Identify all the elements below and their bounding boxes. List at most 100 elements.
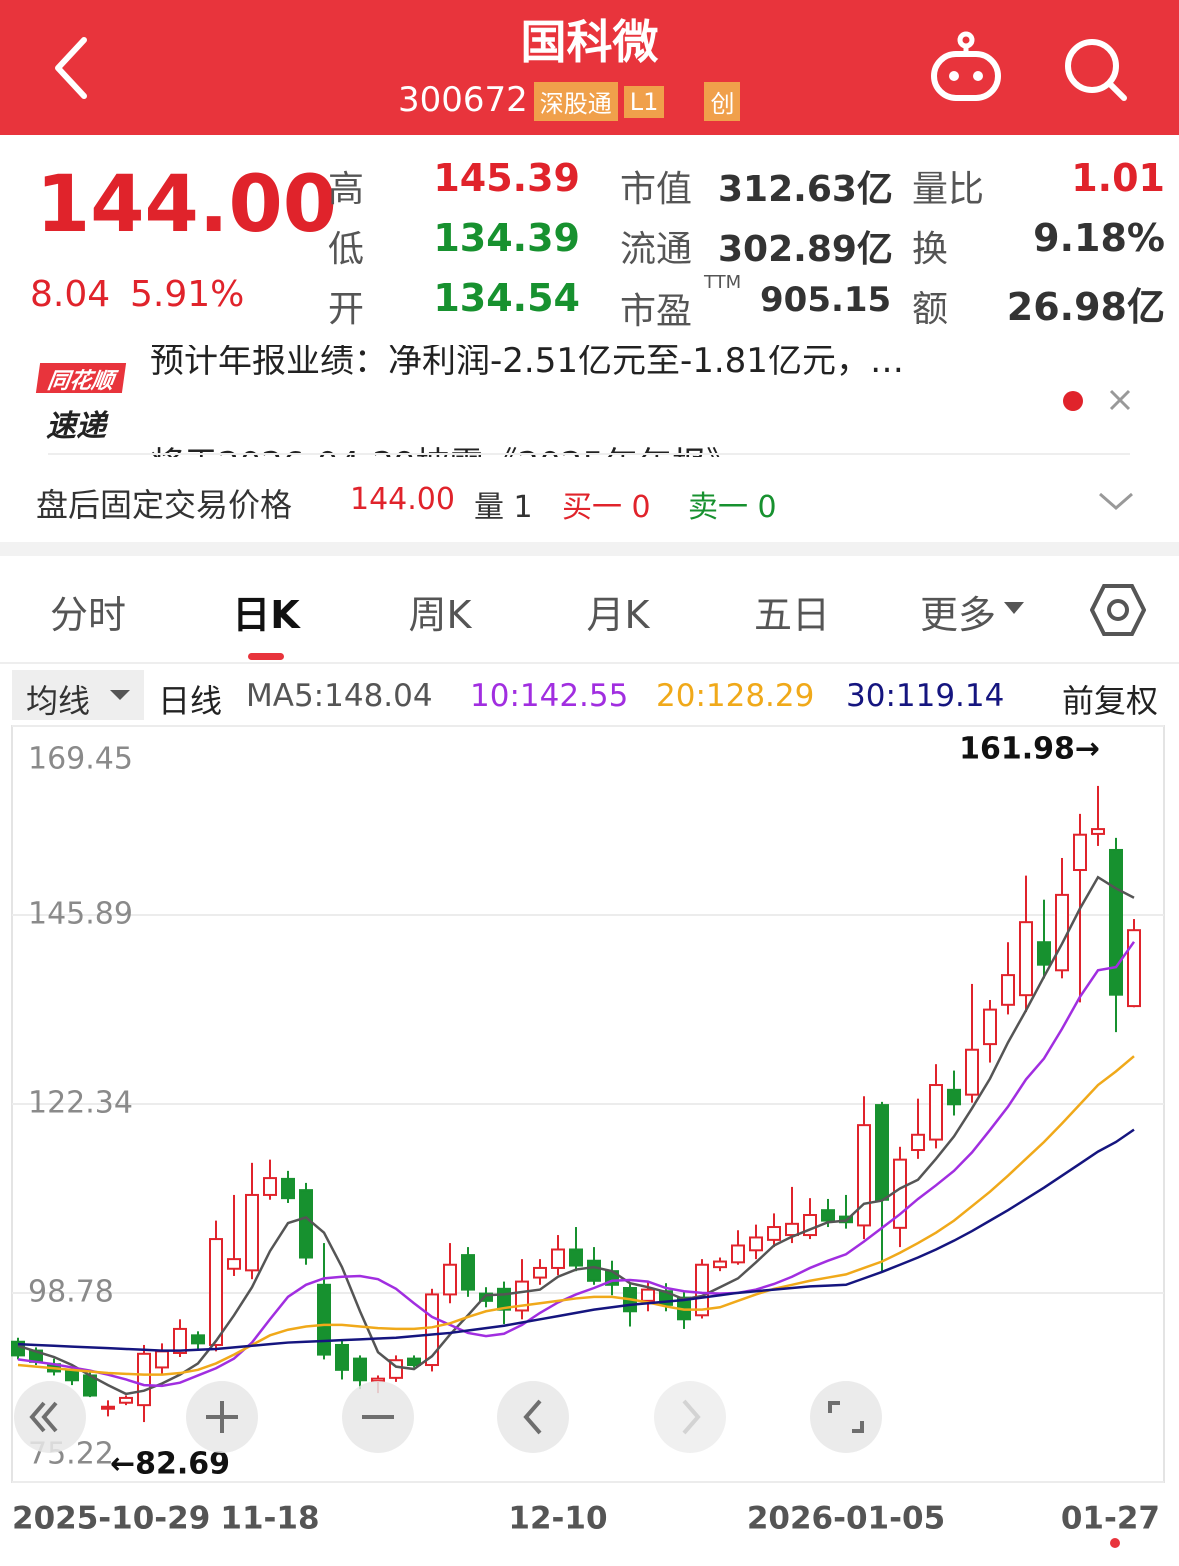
candle-body <box>299 1189 313 1259</box>
adjust-label[interactable]: 前复权 <box>1062 682 1159 720</box>
tab[interactable]: 更多 <box>919 593 997 637</box>
field-value: 134.54 <box>433 276 580 320</box>
stock-name: 国科微 <box>520 15 659 69</box>
field-label: 市值 <box>620 169 693 210</box>
candle-body <box>1073 833 1087 872</box>
candle-body <box>263 1177 277 1196</box>
badge: L1 <box>623 85 665 118</box>
news-badge-top: 同花顺 <box>35 363 127 394</box>
page-dot <box>1110 1538 1120 1548</box>
y-tick-label: 98.78 <box>28 1274 114 1309</box>
news-line: 预计年报业绩：净利润-2.51亿元至-1.81亿元，… <box>150 345 904 381</box>
candle-body <box>209 1238 223 1346</box>
news-controls <box>1063 389 1131 411</box>
zoom-out-button[interactable] <box>342 1381 414 1453</box>
price-annotation: 161.98→ <box>959 731 1100 766</box>
prev-button[interactable] <box>497 1381 569 1453</box>
ma-line <box>17 1128 1135 1352</box>
candle-body <box>731 1244 745 1264</box>
last-price: 144.00 <box>36 160 337 250</box>
fullscreen-button[interactable] <box>810 1381 882 1453</box>
candle-body <box>317 1283 331 1356</box>
expand-button[interactable] <box>1096 486 1136 516</box>
field-value: 1.01 <box>1071 156 1165 200</box>
back-button[interactable] <box>40 30 100 110</box>
price-change-pct: 5.91% <box>130 274 245 315</box>
candle-body <box>245 1193 259 1272</box>
x-tick-label: 11-18 <box>220 1501 319 1537</box>
candle-body <box>785 1222 799 1237</box>
tab[interactable]: 五日 <box>753 593 831 637</box>
field-value: 145.39 <box>433 156 580 200</box>
candle-body <box>461 1254 475 1291</box>
chart-settings[interactable] <box>1090 582 1146 638</box>
candle-body <box>767 1226 781 1241</box>
tab[interactable]: 分时 <box>49 593 127 637</box>
candle-body <box>515 1280 529 1312</box>
candle-body <box>1037 941 1051 966</box>
candle-body <box>155 1350 169 1369</box>
candle-body <box>227 1258 241 1270</box>
candle-body <box>911 1133 925 1152</box>
x-tick-label: 01-27 <box>1061 1501 1160 1537</box>
candle-body <box>875 1104 889 1201</box>
candle-body <box>1127 929 1141 1008</box>
chart-controls <box>14 1381 882 1453</box>
field-label: 低 <box>328 229 365 270</box>
y-tick-label: 145.89 <box>28 897 133 932</box>
candle-body <box>173 1327 187 1354</box>
field-value: 905.15 <box>760 280 892 320</box>
tab[interactable]: 月K <box>586 593 650 637</box>
period-label: 日线 <box>158 682 223 720</box>
ttm-tag: TTM <box>704 272 742 293</box>
field-label: 市盈 <box>620 291 693 332</box>
candle-body <box>425 1293 439 1367</box>
candle-body <box>65 1370 79 1382</box>
divider <box>0 662 1179 664</box>
tab[interactable]: 周K <box>408 593 472 637</box>
candle-body <box>1055 893 1069 972</box>
candle-body <box>407 1357 421 1367</box>
candle-body <box>443 1263 457 1296</box>
after-hours-ask: 卖一 0 <box>688 490 777 525</box>
assistant-button[interactable] <box>926 30 1006 105</box>
zoom-in-button[interactable] <box>186 1381 258 1453</box>
next-button[interactable] <box>654 1381 726 1453</box>
dropdown-arrow <box>110 690 130 700</box>
candle-body <box>569 1248 583 1267</box>
x-tick-label: 2025-10-29 <box>12 1501 210 1537</box>
candle-body <box>1109 848 1123 996</box>
field-value: 9.18% <box>1033 216 1165 260</box>
y-tick-label: 122.34 <box>28 1085 133 1120</box>
after-hours-label: 盘后固定交易价格 <box>36 486 293 524</box>
tab-indicator <box>248 653 284 660</box>
candle-body <box>821 1209 835 1222</box>
candle-body <box>749 1236 763 1252</box>
candle-body <box>1091 828 1105 835</box>
ma-selector-label: 均线 <box>26 682 91 720</box>
candle-body <box>983 1008 997 1046</box>
ma-line <box>17 1055 1135 1376</box>
candle-body <box>479 1292 493 1302</box>
badge: 深股通 <box>533 82 618 121</box>
badge: 创 <box>704 82 741 121</box>
header: 国科微 300672 深股通 L1 创 <box>0 0 1179 135</box>
news-ticker[interactable]: 同花顺 速递 预计年报业绩：净利润-2.51亿元至-1.81亿元，… 将于202… <box>0 345 1179 457</box>
collapse-button[interactable] <box>14 1381 86 1453</box>
ma-line <box>17 875 1135 1396</box>
candle-body <box>281 1177 295 1200</box>
candle-body <box>587 1259 601 1282</box>
ma-legend: MA5:148.04 <box>246 678 433 714</box>
candle-body <box>119 1396 133 1404</box>
tab-active[interactable]: 日K <box>232 593 300 637</box>
ma-line <box>17 941 1136 1388</box>
candle-body <box>713 1260 727 1269</box>
field-label: 流通 <box>620 229 693 270</box>
price-annotation: ←82.69 <box>110 1447 230 1482</box>
candle-body <box>929 1084 943 1141</box>
x-tick-label: 12-10 <box>508 1501 607 1537</box>
candle-body <box>857 1124 871 1227</box>
search-button[interactable] <box>1060 36 1130 106</box>
candle-body <box>1001 974 1015 1006</box>
